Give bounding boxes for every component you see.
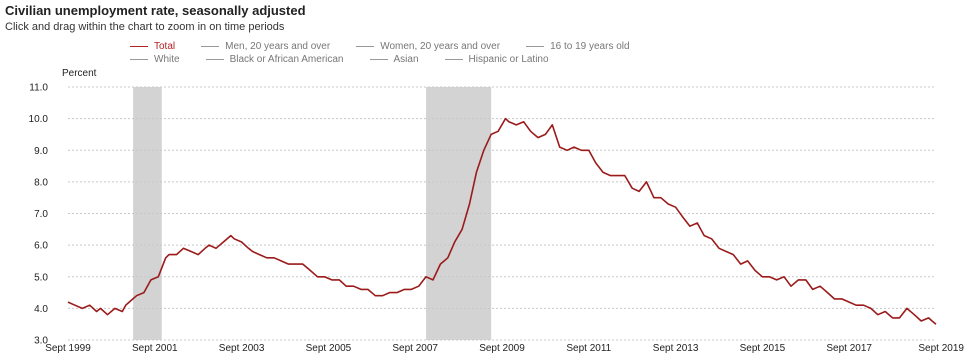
y-tick-label: 10.0 <box>29 114 49 125</box>
y-tick-label: 6.0 <box>34 241 48 252</box>
legend-row-2: White Black or African American Asian Hi… <box>130 53 910 66</box>
legend-item-asian[interactable]: Asian <box>369 53 419 66</box>
legend-swatch <box>130 59 148 60</box>
chart-subtitle: Click and drag within the chart to zoom … <box>5 21 285 33</box>
legend-label: Men, 20 years and over <box>225 41 331 52</box>
legend-item-men[interactable]: Men, 20 years and over <box>201 40 330 53</box>
legend-item-teens[interactable]: 16 to 19 years old <box>526 40 630 53</box>
chart-legend: Total Men, 20 years and over Women, 20 y… <box>130 40 910 66</box>
y-tick-label: 9.0 <box>34 146 48 157</box>
x-tick-label: Sept 2003 <box>219 343 265 353</box>
legend-label: Women, 20 years and over <box>380 41 501 52</box>
legend-item-black[interactable]: Black or African American <box>205 53 344 66</box>
legend-swatch <box>369 59 388 60</box>
legend-label: Black or African American <box>229 54 344 65</box>
y-tick-label: 11.0 <box>29 83 48 94</box>
legend-swatch <box>356 46 375 47</box>
x-tick-label: Sept 2013 <box>653 343 699 353</box>
y-axis-label: Percent <box>62 68 97 79</box>
y-tick-label: 3.0 <box>34 336 48 347</box>
chart-title: Civilian unemployment rate, seasonally a… <box>5 3 306 18</box>
legend-swatch <box>201 46 220 47</box>
legend-label: Hispanic or Latino <box>468 54 549 65</box>
x-tick-label: Sept 2017 <box>826 343 872 353</box>
x-tick-label: Sept 2007 <box>392 343 438 353</box>
legend-label: Total <box>154 41 176 52</box>
x-tick-label: Sept 2011 <box>566 343 611 353</box>
legend-label: Asian <box>393 54 419 65</box>
x-tick-label: Sept 2015 <box>740 343 786 353</box>
y-tick-label: 5.0 <box>34 272 48 283</box>
legend-label: White <box>154 54 180 65</box>
x-tick-label: Sept 2009 <box>479 343 525 353</box>
legend-swatch <box>205 59 224 60</box>
legend-row-1: Total Men, 20 years and over Women, 20 y… <box>130 40 910 53</box>
legend-swatch <box>130 46 148 47</box>
legend-item-total[interactable]: Total <box>130 40 175 53</box>
legend-item-white[interactable]: White <box>130 53 180 66</box>
y-tick-label: 4.0 <box>34 304 48 315</box>
y-tick-label: 8.0 <box>34 177 48 188</box>
legend-label: 16 to 19 years old <box>550 41 630 52</box>
legend-swatch <box>444 59 463 60</box>
x-tick-label: Sept 2019 <box>918 343 964 353</box>
series-line-total[interactable] <box>67 117 937 325</box>
legend-swatch <box>526 46 545 47</box>
legend-item-women[interactable]: Women, 20 years and over <box>356 40 500 53</box>
x-tick-label: Sept 1999 <box>45 343 91 353</box>
x-tick-label: Sept 2005 <box>306 343 352 353</box>
y-tick-label: 7.0 <box>34 209 48 220</box>
legend-item-hispanic[interactable]: Hispanic or Latino <box>444 53 549 66</box>
x-tick-label: Sept 2001 <box>132 343 178 353</box>
